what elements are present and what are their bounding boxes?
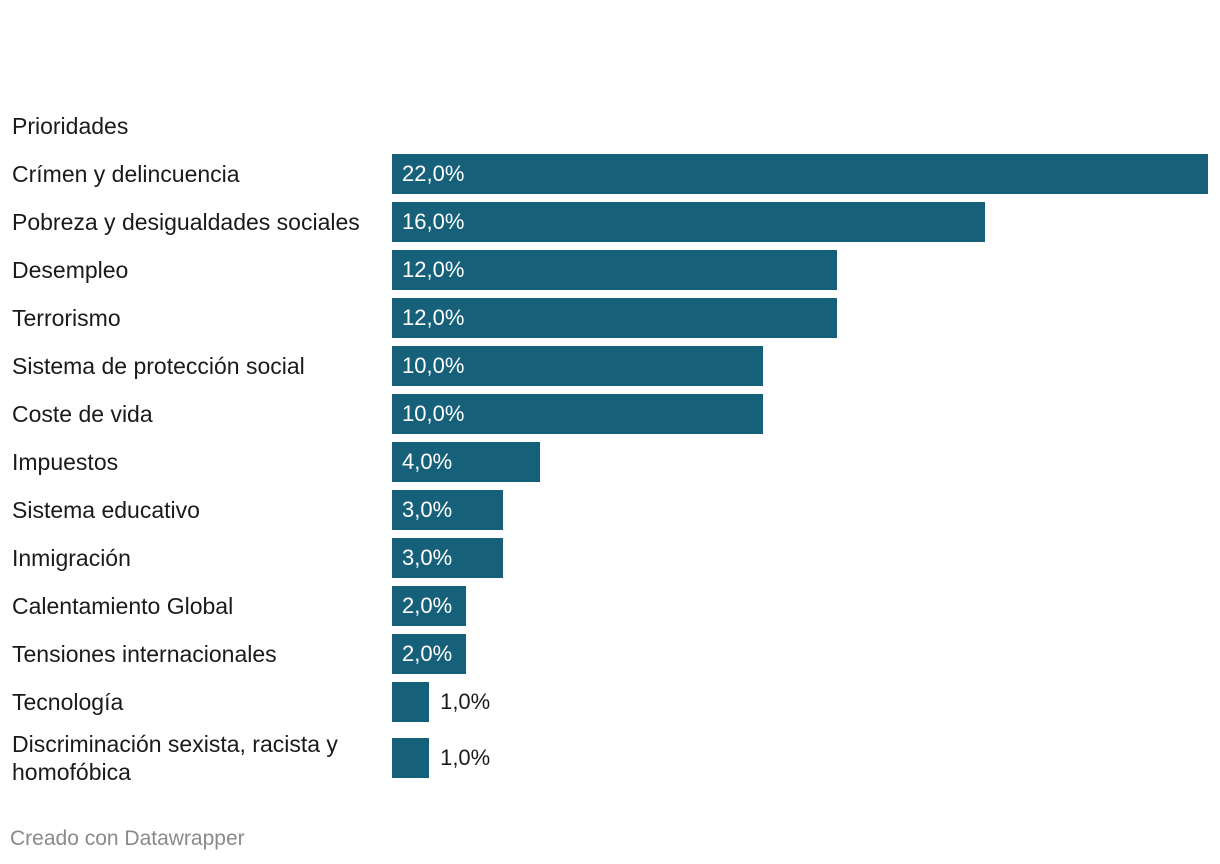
category-label: Coste de vida	[12, 401, 153, 427]
value-label: 1,0%	[440, 745, 491, 770]
bar	[392, 202, 986, 242]
value-label: 4,0%	[402, 449, 453, 474]
bar	[392, 250, 838, 290]
bar	[392, 346, 763, 386]
category-label: Pobreza y desigualdades sociales	[12, 209, 360, 235]
bar	[392, 490, 504, 530]
value-label: 3,0%	[402, 545, 453, 570]
credit-text: Creado con Datawrapper	[10, 827, 245, 850]
category-label: Impuestos	[12, 449, 119, 475]
bar	[392, 154, 1208, 194]
value-label: 2,0%	[402, 593, 453, 618]
bar	[392, 394, 763, 434]
category-label: Sistema de protección social	[12, 353, 305, 379]
value-label: 1,0%	[440, 689, 491, 714]
bar	[392, 538, 504, 578]
category-label: Discriminación sexista, racista y homofó…	[12, 731, 338, 785]
category-label: Calentamiento Global	[12, 593, 234, 619]
value-label: 22,0%	[402, 161, 465, 186]
value-label: 3,0%	[402, 497, 453, 522]
category-label: Sistema educativo	[12, 497, 200, 523]
value-label: 16,0%	[402, 209, 465, 234]
category-label: Crímen y delincuencia	[12, 161, 240, 187]
category-label: Inmigración	[12, 545, 131, 571]
value-label: 10,0%	[402, 401, 465, 426]
bar	[392, 738, 430, 778]
category-label: Tecnología	[12, 689, 124, 715]
bar	[392, 586, 467, 626]
bar	[392, 298, 838, 338]
value-label: 10,0%	[402, 353, 465, 378]
bar	[392, 442, 541, 482]
category-label: Terrorismo	[12, 305, 121, 331]
category-label: Desempleo	[12, 257, 129, 283]
bar	[392, 634, 467, 674]
value-label: 12,0%	[402, 257, 465, 282]
category-label: Tensiones internacionales	[12, 641, 277, 667]
value-label: 12,0%	[402, 305, 465, 330]
value-label: 2,0%	[402, 641, 453, 666]
bar	[392, 682, 430, 722]
column-header: Prioridades	[12, 113, 129, 139]
